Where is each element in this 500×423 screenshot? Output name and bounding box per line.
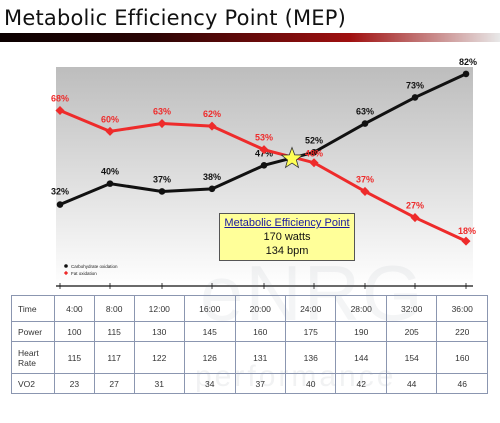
data-label: 27% [406,201,424,211]
table-cell: 12:00 [133,295,186,322]
table-cell: 20:00 [234,295,286,322]
row-header: Power [11,321,55,342]
series-carbohydrate: 32%40%37%38%47%52%63%73%82% [51,57,477,208]
table-cell: 36:00 [436,295,488,322]
table-cell: 37 [234,373,286,394]
table-cell: 175 [284,321,337,342]
table-cell: 4:00 [54,295,95,322]
table-cell: 145 [184,321,236,342]
series-fat: 68% 60% 63% 62% 53% 48% 37% 27% 18% [51,93,476,246]
data-point [56,201,64,208]
data-label: 18% [458,226,476,236]
table-cell: 42 [335,373,387,394]
legend-label: Fat oxidation [71,271,97,276]
data-point [411,94,419,101]
data-point [462,70,470,78]
data-label: 73% [406,80,424,90]
table-cell: 160 [234,321,286,342]
data-label: 32% [51,187,69,197]
data-point [157,119,167,129]
data-point [207,121,217,131]
table-cell: 154 [385,341,438,374]
table-cell: 16:00 [184,295,236,322]
title-underline-bar [0,33,500,42]
callout-bpm: 134 bpm [265,245,309,257]
table-cell: 8:00 [93,295,135,322]
table-cell: 220 [436,321,488,342]
data-label: 60% [101,114,119,124]
data-point [310,148,318,156]
data-label: 63% [356,107,374,117]
callout-watts: 170 watts [263,231,311,243]
data-label: 48% [305,149,323,159]
data-point [55,105,65,116]
data-point [208,185,216,193]
data-label: 82% [459,57,477,67]
table-cell: 136 [284,341,337,374]
table-cell: 122 [133,341,186,374]
legend-label: Carbohydrate oxidation [71,264,118,269]
table-cell: 32:00 [385,295,438,322]
table-cell: 100 [54,321,95,342]
table-cell: 115 [93,321,135,342]
row-header: Time [11,295,55,322]
data-label: 68% [51,93,69,103]
data-label: 37% [356,174,374,184]
callout-title: Metabolic Efficiency Point [224,217,350,229]
table-cell: 126 [184,341,236,374]
data-point [260,162,268,169]
table-cell: 44 [385,373,438,394]
table-cell: 23 [54,373,95,394]
crossover-star-icon [280,146,304,169]
table-row: Time 4:00 8:00 12:00 16:00 20:00 24:00 28:00 32:… [11,295,488,322]
data-label: 37% [153,174,171,184]
page-title: Metabolic Efficiency Point (MEP) [4,6,347,30]
table-cell: 144 [335,341,387,374]
metrics-table: Time 4:00 8:00 12:00 16:00 20:00 24:00 28:00 32:… [11,295,488,394]
data-point [158,188,166,195]
table-cell: 27 [93,373,135,394]
table-cell: 130 [133,321,186,342]
table-cell: 46 [436,373,488,394]
table-cell: 117 [93,341,135,374]
table-row: Power 100 115 130 145 160 175 190 205 220 [11,321,488,342]
data-label: 52% [305,135,323,145]
table-cell: 115 [54,341,95,374]
data-point [361,120,369,127]
data-label: 53% [255,133,273,143]
table-cell: 131 [234,341,286,374]
row-header: Heart Rate [11,341,55,374]
data-label: 38% [203,172,221,182]
table-cell: 34 [184,373,236,394]
data-label: 63% [153,107,171,117]
table-cell: 28:00 [335,295,387,322]
legend-marker [64,264,68,268]
data-label: 40% [101,167,119,177]
table-cell: 205 [385,321,438,342]
table-cell: 40 [284,373,337,394]
mep-callout-box: Metabolic Efficiency Point 170 watts 134… [219,213,355,261]
table-row: Heart Rate 115 117 122 126 131 136 144 154 160 [11,341,488,374]
table-cell: 190 [335,321,387,342]
row-header: VO2 [11,373,55,394]
table-cell: 31 [133,373,186,394]
data-point [106,180,114,187]
data-label: 62% [203,109,221,119]
table-row: VO2 23 27 31 34 37 40 42 44 46 [11,373,488,394]
table-cell: 24:00 [284,295,337,322]
data-point [105,126,115,136]
table-cell: 160 [436,341,488,374]
